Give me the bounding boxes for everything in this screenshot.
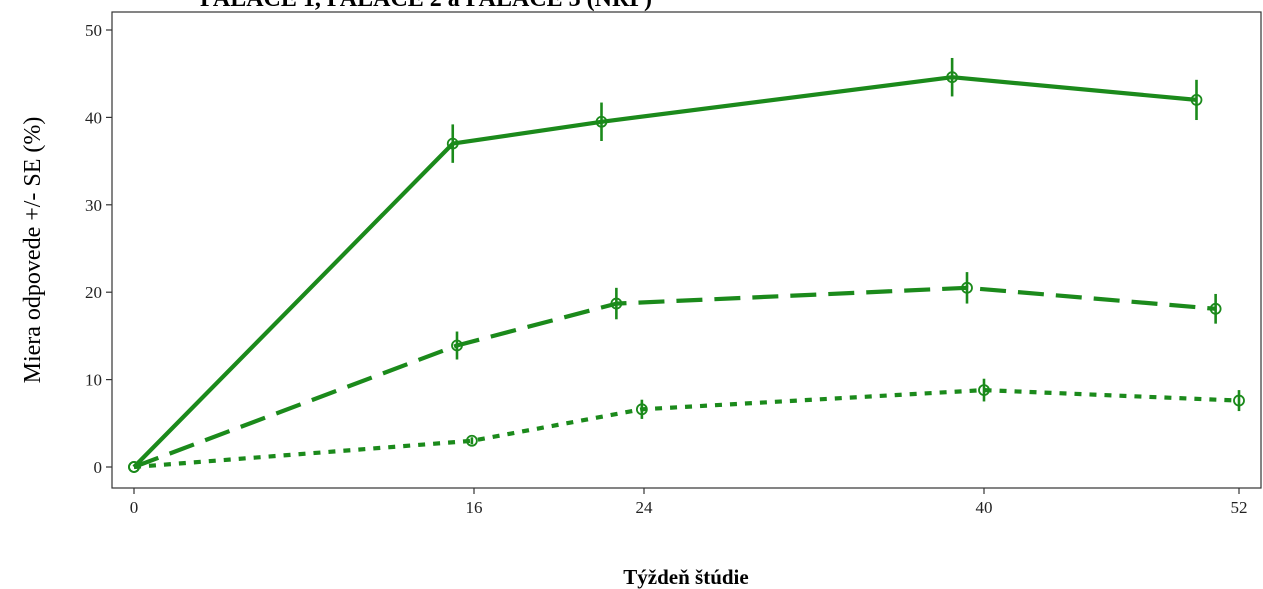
- data-point: [946, 71, 959, 84]
- x-axis-title: Týždeň štúdie: [623, 565, 748, 589]
- x-tick-label: 40: [976, 498, 993, 517]
- y-tick-label: 50: [85, 21, 102, 40]
- y-tick-label: 10: [85, 371, 102, 390]
- plot-border: [111, 11, 1262, 489]
- y-tick-label: 20: [85, 283, 102, 302]
- series-dashed: [128, 272, 1222, 473]
- series-layer: [128, 57, 1245, 473]
- data-point: [465, 434, 478, 447]
- y-tick-label: 30: [85, 196, 102, 215]
- series-line: [133, 285, 1216, 469]
- x-tick-label: 24: [636, 498, 654, 517]
- data-point: [1190, 94, 1203, 106]
- data-point: [610, 297, 623, 310]
- plot-frame: [111, 11, 1262, 489]
- data-point: [1209, 302, 1222, 315]
- data-point: [451, 339, 463, 352]
- x-tick-label: 52: [1231, 498, 1248, 517]
- data-point: [1233, 394, 1245, 407]
- x-tick-label: 0: [130, 498, 139, 517]
- y-axis-title: Miera odpovede +/- SE (%): [20, 117, 46, 384]
- series-line: [133, 388, 1240, 470]
- y-tick-label: 0: [94, 458, 103, 477]
- series-dotted: [128, 378, 1245, 473]
- data-point: [446, 137, 459, 150]
- data-point: [978, 384, 990, 396]
- data-point: [635, 403, 648, 416]
- data-point: [128, 461, 140, 473]
- data-point: [595, 115, 608, 128]
- data-point: [961, 281, 973, 294]
- axes: 0 10 20 30 40 50 0 16 24 40 52: [85, 21, 1248, 517]
- y-tick-label: 40: [85, 108, 102, 127]
- chart-title: PALACE 1, PALACE 2 a PALACE 3 (NRP): [200, 0, 652, 12]
- x-tick-label: 16: [466, 498, 483, 517]
